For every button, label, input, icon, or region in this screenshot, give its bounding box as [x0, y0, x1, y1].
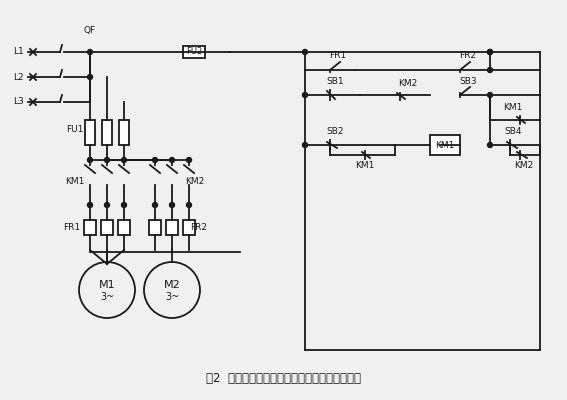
- Text: SB4: SB4: [504, 128, 522, 136]
- Text: FU2: FU2: [186, 48, 202, 56]
- Text: 3~: 3~: [100, 292, 114, 302]
- Text: 图2  电动机顺序启动逆序停止联锁手动控制电路: 图2 电动机顺序启动逆序停止联锁手动控制电路: [205, 372, 361, 384]
- Text: L2: L2: [12, 72, 23, 82]
- Text: M1: M1: [99, 280, 115, 290]
- Text: KM1: KM1: [503, 104, 523, 112]
- FancyBboxPatch shape: [101, 220, 113, 235]
- Text: QF: QF: [84, 26, 96, 34]
- Text: FU1: FU1: [66, 126, 84, 134]
- Circle shape: [87, 158, 92, 162]
- Circle shape: [170, 202, 175, 208]
- Circle shape: [104, 202, 109, 208]
- Circle shape: [87, 50, 92, 54]
- Text: SB3: SB3: [459, 76, 477, 86]
- FancyBboxPatch shape: [85, 120, 95, 145]
- Text: FR1: FR1: [64, 224, 81, 232]
- Circle shape: [121, 202, 126, 208]
- Text: KM2: KM2: [514, 160, 534, 170]
- Text: SB1: SB1: [326, 76, 344, 86]
- Circle shape: [488, 92, 493, 98]
- Circle shape: [170, 158, 175, 162]
- Circle shape: [488, 50, 493, 54]
- Circle shape: [153, 158, 158, 162]
- Circle shape: [303, 50, 307, 54]
- FancyBboxPatch shape: [430, 135, 460, 155]
- Text: SB2: SB2: [326, 128, 344, 136]
- Text: KM1: KM1: [65, 178, 84, 186]
- Text: FR2: FR2: [459, 52, 476, 60]
- Circle shape: [303, 142, 307, 148]
- Circle shape: [488, 142, 493, 148]
- FancyBboxPatch shape: [119, 120, 129, 145]
- Circle shape: [488, 50, 493, 54]
- FancyBboxPatch shape: [102, 120, 112, 145]
- FancyBboxPatch shape: [166, 220, 178, 235]
- Text: 3~: 3~: [165, 292, 179, 302]
- Circle shape: [121, 158, 126, 162]
- FancyBboxPatch shape: [183, 46, 205, 58]
- Text: KM2: KM2: [399, 78, 418, 88]
- Text: M2: M2: [164, 280, 180, 290]
- Text: L3: L3: [12, 98, 23, 106]
- Text: KM2: KM2: [185, 178, 205, 186]
- FancyBboxPatch shape: [149, 220, 161, 235]
- FancyBboxPatch shape: [84, 220, 96, 235]
- Circle shape: [187, 158, 192, 162]
- Circle shape: [104, 158, 109, 162]
- Text: FR2: FR2: [191, 224, 208, 232]
- Circle shape: [303, 92, 307, 98]
- Circle shape: [153, 202, 158, 208]
- Circle shape: [87, 202, 92, 208]
- FancyBboxPatch shape: [183, 220, 195, 235]
- Circle shape: [187, 202, 192, 208]
- Circle shape: [87, 74, 92, 80]
- Text: KM1: KM1: [435, 140, 455, 150]
- FancyBboxPatch shape: [118, 220, 130, 235]
- Circle shape: [488, 68, 493, 72]
- Text: L1: L1: [12, 48, 23, 56]
- Text: FR1: FR1: [329, 52, 346, 60]
- Text: KM1: KM1: [356, 160, 375, 170]
